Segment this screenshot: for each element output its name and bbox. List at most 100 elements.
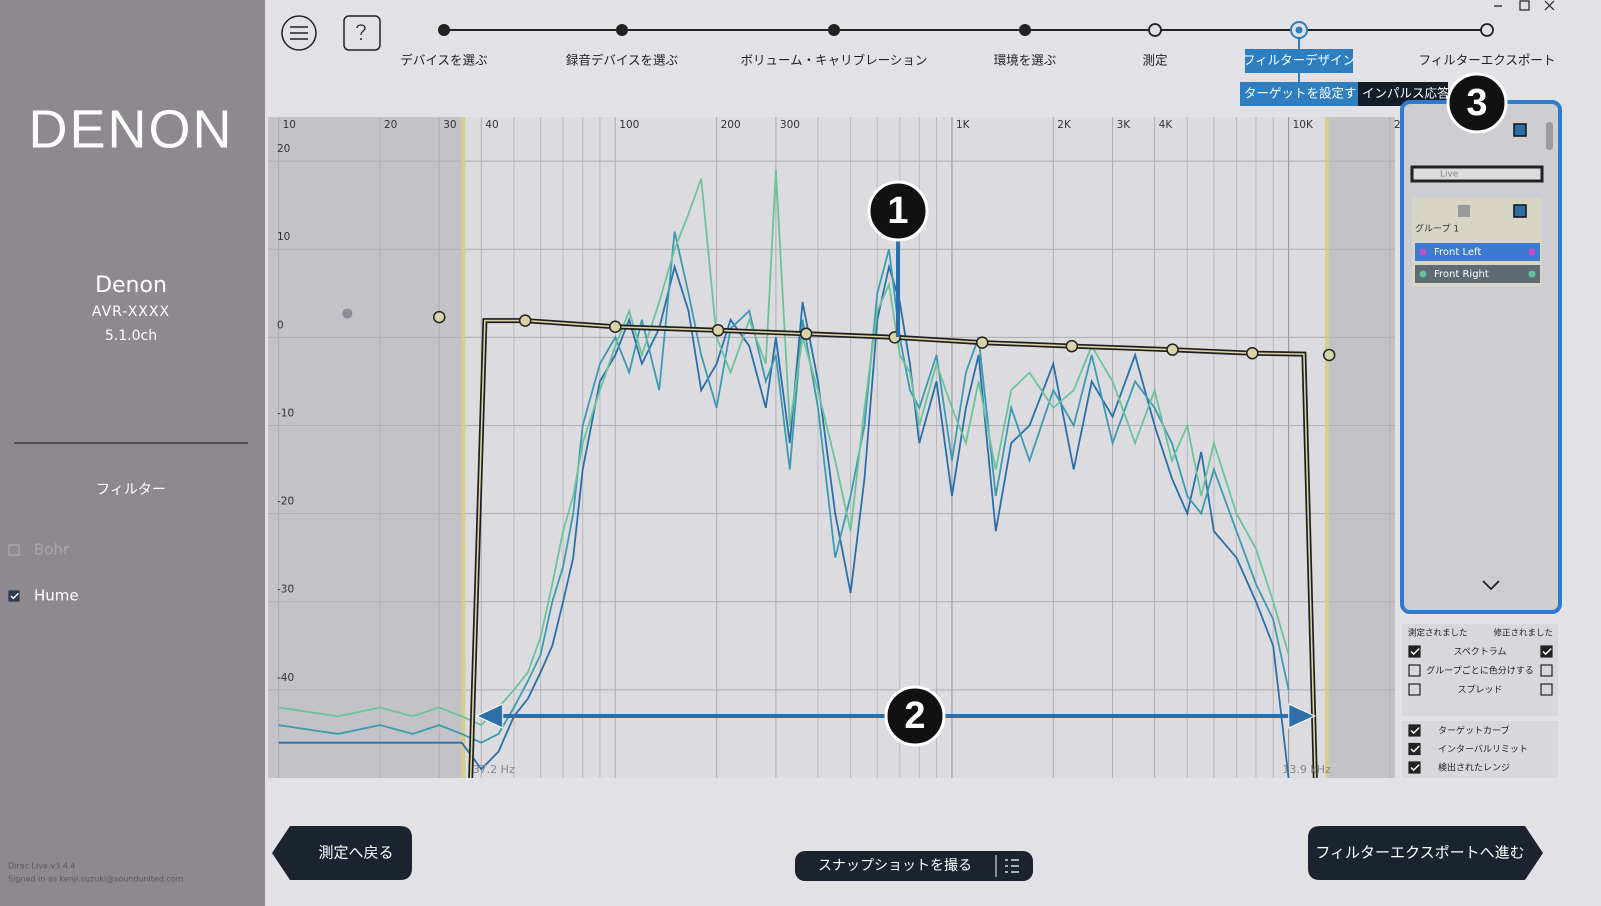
- checkbox[interactable]: [1408, 724, 1421, 737]
- signed-in: Signed in as kenji.suzuki@soundunited.co…: [8, 875, 184, 884]
- tab[interactable]: [1240, 82, 1358, 106]
- channel-dot: [1528, 248, 1536, 256]
- control-point[interactable]: [975, 336, 989, 349]
- snapshot-list-icon[interactable]: [1005, 859, 1019, 873]
- step-label[interactable]: フィルターエクスポート: [1419, 53, 1556, 68]
- callout-number: 2: [904, 695, 925, 737]
- control-point[interactable]: [518, 314, 532, 327]
- x-tick-label: 200: [721, 119, 741, 131]
- overlay-label: インターバルリミット: [1438, 744, 1528, 755]
- y-tick-label: 10: [277, 231, 290, 243]
- check-mark: [1410, 648, 1420, 656]
- tab-label[interactable]: ターゲットを設定する: [1244, 86, 1369, 101]
- sync-button[interactable]: [1513, 123, 1527, 137]
- callout-number: 1: [887, 190, 908, 232]
- device-name: Denon: [95, 273, 167, 298]
- x-tick-label: 4K: [1159, 119, 1174, 131]
- back-button[interactable]: [272, 826, 412, 880]
- control-point[interactable]: [799, 327, 813, 341]
- channel-dot: [1419, 270, 1427, 278]
- checkbox[interactable]: [1540, 683, 1553, 696]
- control-point[interactable]: [1246, 346, 1259, 360]
- x-tick-label: 1K: [956, 119, 971, 131]
- checkbox[interactable]: [1408, 761, 1421, 774]
- step-dot[interactable]: [1019, 24, 1031, 36]
- step-dot[interactable]: [1148, 23, 1162, 37]
- group-sync[interactable]: [1513, 204, 1527, 218]
- option-label: グループごとに色分けする: [1426, 665, 1533, 677]
- control-point[interactable]: [711, 324, 725, 337]
- control-point[interactable]: [609, 320, 622, 334]
- device-channels: 5.1.0ch: [105, 328, 157, 344]
- checkbox[interactable]: [1540, 664, 1553, 677]
- checkbox[interactable]: [1408, 683, 1421, 696]
- x-tick-label: 40: [485, 119, 498, 131]
- control-point[interactable]: [1065, 339, 1079, 353]
- range-label: 13.9 kHz: [1282, 763, 1331, 776]
- x-tick-label: 2K: [1057, 119, 1072, 131]
- control-point[interactable]: [1166, 343, 1179, 356]
- checkbox[interactable]: [1540, 645, 1553, 658]
- step-dot[interactable]: [438, 24, 450, 36]
- snapshot-button[interactable]: [795, 851, 1033, 881]
- group-icon[interactable]: [1458, 205, 1470, 217]
- filter-option: Hume: [34, 587, 79, 605]
- step-label[interactable]: ボリューム・キャリブレーション: [741, 53, 928, 68]
- y-tick-label: -20: [277, 496, 294, 508]
- channel-row[interactable]: [1415, 243, 1540, 261]
- step-label[interactable]: 測定: [1142, 53, 1167, 68]
- control-point[interactable]: [1322, 348, 1336, 362]
- overlay-label: 検出されたレンジ: [1438, 762, 1510, 774]
- x-tick-label: 10: [283, 119, 296, 131]
- x-tick-label: 300: [780, 119, 800, 131]
- channel-name: Front Left: [1434, 247, 1481, 258]
- limit-shade-low: [268, 117, 464, 778]
- menu-button[interactable]: [281, 15, 317, 51]
- check-mark: [1410, 745, 1420, 753]
- next-label: フィルターエクスポートへ進む: [1315, 844, 1524, 862]
- tab-label[interactable]: インパルス応答: [1362, 86, 1450, 101]
- scroll-down[interactable]: [1482, 580, 1500, 591]
- snapshot-label: スナップショットを撮る: [818, 857, 972, 874]
- step-label[interactable]: デバイスを選ぶ: [400, 53, 487, 68]
- arrow-head: [1288, 703, 1316, 729]
- step-dot[interactable]: [616, 24, 628, 36]
- overlay-options: [1402, 721, 1558, 778]
- display-options: [1402, 624, 1558, 716]
- next-button[interactable]: [1308, 826, 1543, 880]
- x-tick-label: 3K: [1117, 119, 1132, 131]
- step-label[interactable]: フィルターデザイン: [1243, 53, 1355, 68]
- callout-badge: [884, 685, 946, 747]
- step-dot[interactable]: [828, 24, 840, 36]
- arrow-head: [475, 703, 504, 729]
- limit-shade-high: [1326, 117, 1395, 778]
- options-header: 修正されました: [1493, 628, 1553, 639]
- device-model: AVR-XXXX: [92, 304, 170, 320]
- y-tick-label: 0: [277, 319, 284, 331]
- check-mark: [10, 592, 19, 600]
- checkbox[interactable]: [1408, 645, 1421, 658]
- control-point[interactable]: [432, 310, 446, 324]
- checkbox[interactable]: [1408, 742, 1421, 756]
- window-controls[interactable]: [1494, 0, 1555, 11]
- channel-row[interactable]: [1415, 265, 1540, 283]
- step-dot[interactable]: [1480, 23, 1494, 37]
- step-label[interactable]: 環境を選ぶ: [994, 53, 1057, 68]
- checkbox[interactable]: [8, 544, 20, 556]
- check-mark: [1410, 764, 1420, 772]
- channel-dot: [1419, 248, 1427, 256]
- help-button[interactable]: [343, 15, 381, 51]
- callout-number: 3: [1466, 82, 1487, 124]
- group-label: グループ 1: [1415, 223, 1459, 235]
- checkbox[interactable]: [1408, 664, 1421, 677]
- checkbox[interactable]: [8, 590, 20, 602]
- overlay-label: ターゲットカーブ: [1438, 725, 1509, 737]
- check-mark: [1410, 727, 1420, 735]
- y-tick-label: -10: [277, 407, 294, 419]
- y-tick-label: -40: [277, 672, 294, 684]
- section-title: フィルター: [96, 482, 166, 498]
- step-label[interactable]: 録音デバイスを選ぶ: [566, 53, 678, 68]
- x-tick-label: 20: [384, 119, 397, 131]
